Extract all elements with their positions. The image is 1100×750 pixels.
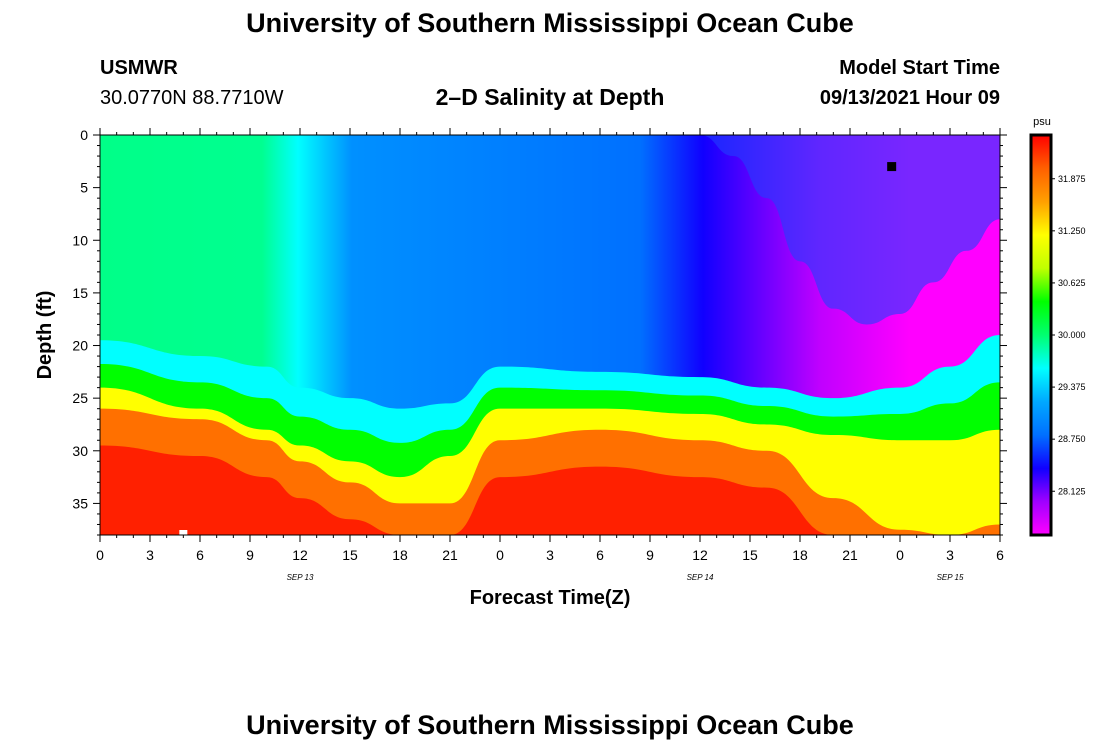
x-tick-label: 3: [546, 547, 554, 563]
plot-title: 2–D Salinity at Depth: [435, 84, 665, 110]
colorbar-label: 30.000: [1058, 330, 1086, 340]
white-marker: [179, 530, 188, 535]
axes: 0 3 6 9 12 15 18 21 0 3 6 9 12 15 18 21 0 3 6 SEP 13 SEP 14 S…: [72, 127, 1007, 582]
station-name: USMWR: [100, 57, 178, 79]
y-tick-label: 25: [72, 390, 88, 406]
y-tick-label: 10: [72, 232, 88, 248]
x-tick-label: 12: [292, 547, 308, 563]
fresh-core-lens: [700, 135, 1000, 325]
date-label: SEP 14: [687, 573, 714, 582]
x-tick-label: 21: [442, 547, 458, 563]
y-axis-label: Depth (ft): [34, 291, 56, 380]
y-tick-label: 20: [72, 338, 88, 354]
x-tick-label: 9: [646, 547, 654, 563]
y-tick-label: 30: [72, 443, 88, 459]
x-tick-label: 3: [946, 547, 954, 563]
y-tick-label: 35: [72, 495, 88, 511]
colorbar-label: 28.750: [1058, 434, 1086, 444]
x-tick-label: 18: [792, 547, 808, 563]
colorbar-label: 29.375: [1058, 382, 1086, 392]
x-tick-label: 0: [96, 547, 104, 563]
colorbar-label: 30.625: [1058, 278, 1086, 288]
station-location: 30.0770N 88.7710W: [100, 87, 284, 109]
plot-area: [100, 135, 1000, 535]
x-tick-label: 3: [146, 547, 154, 563]
page-title: University of Southern Mississippi Ocean…: [246, 8, 854, 38]
x-tick-label: 15: [742, 547, 758, 563]
x-tick-label: 0: [896, 547, 904, 563]
colorbar-label: 31.875: [1058, 174, 1086, 184]
y-tick-label: 5: [80, 180, 88, 196]
black-marker: [887, 162, 897, 172]
colorbar: 31.875 31.250 30.625 30.000 29.375 28.750 28.1…: [1029, 133, 1086, 537]
x-tick-label: 6: [596, 547, 604, 563]
x-tick-label: 6: [996, 547, 1004, 563]
footer-title: University of Southern Mississippi Ocean…: [246, 710, 854, 740]
colorbar-label: 31.250: [1058, 226, 1086, 236]
model-start-time: 09/13/2021 Hour 09: [819, 87, 1000, 109]
y-tick-label: 15: [72, 285, 88, 301]
x-tick-label: 6: [196, 547, 204, 563]
x-tick-label: 21: [842, 547, 858, 563]
date-label: SEP 15: [937, 573, 964, 582]
colorbar-gradient: [1029, 133, 1053, 537]
x-tick-label: 0: [496, 547, 504, 563]
x-tick-label: 9: [246, 547, 254, 563]
y-tick-label: 0: [80, 127, 88, 143]
model-start-label: Model Start Time: [839, 57, 1000, 79]
x-tick-label: 18: [392, 547, 408, 563]
red-layer: [100, 445, 1000, 535]
colorbar-label: 28.125: [1058, 486, 1086, 496]
date-label: SEP 13: [287, 573, 314, 582]
x-axis-label: Forecast Time(Z): [470, 587, 631, 609]
x-tick-label: 12: [692, 547, 708, 563]
colorbar-unit: psu: [1033, 116, 1051, 128]
x-tick-label: 15: [342, 547, 358, 563]
